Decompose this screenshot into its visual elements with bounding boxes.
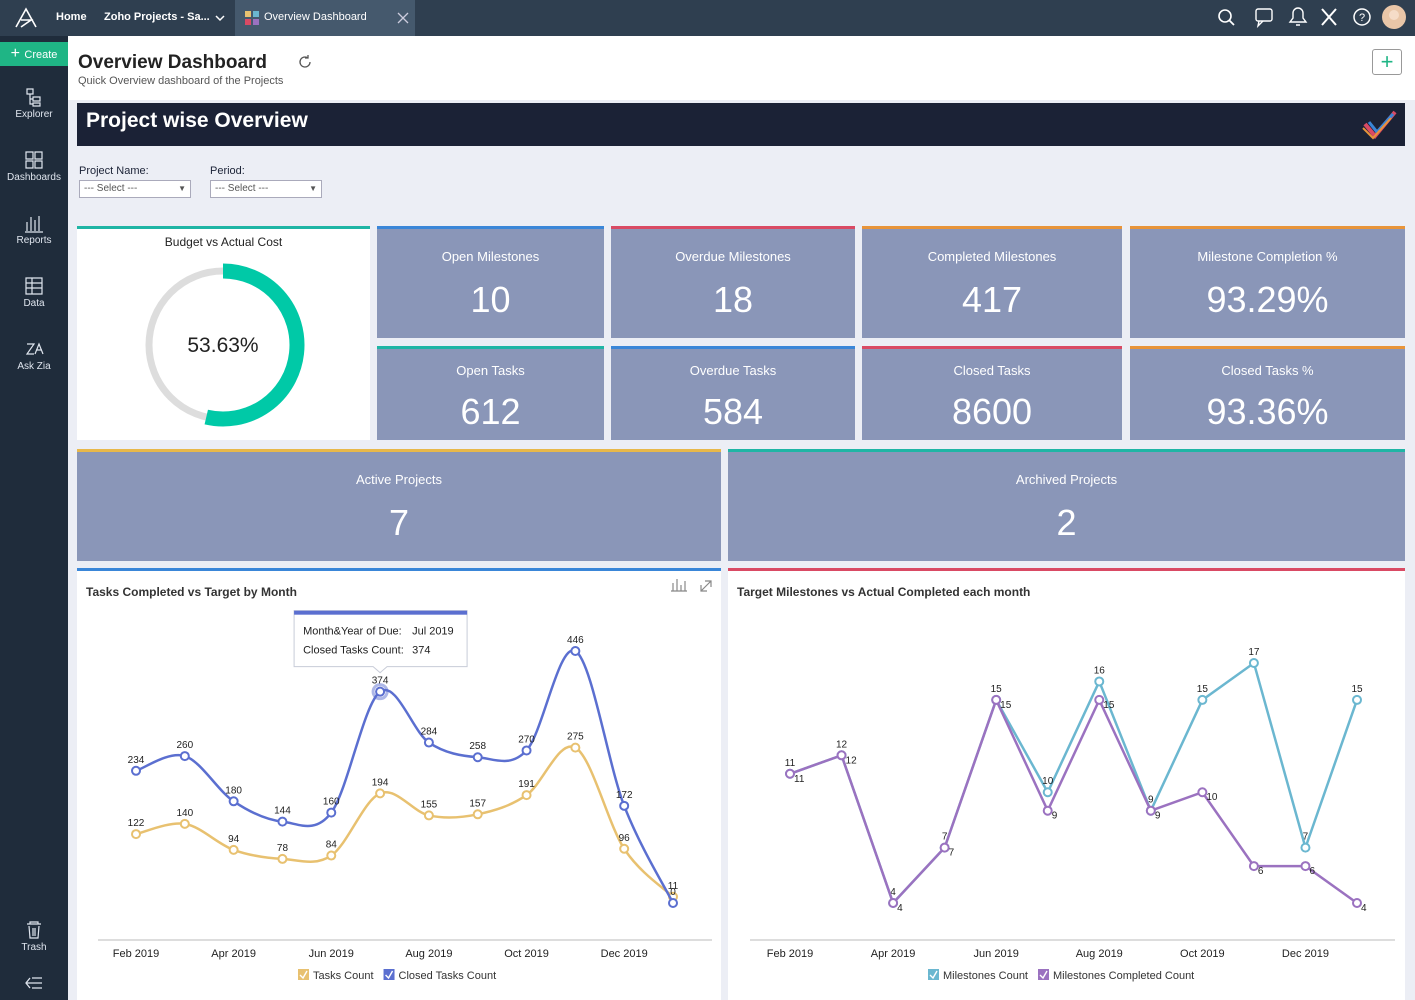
- kpi-value: 7: [388, 502, 410, 543]
- kpi-title: Closed Tasks %: [1221, 363, 1314, 378]
- nav-label[interactable]: Reports: [16, 235, 52, 246]
- kpi-value: 18: [712, 279, 754, 320]
- nav-icon[interactable]: [24, 276, 44, 296]
- kpi-title: Completed Milestones: [927, 249, 1057, 264]
- kpi-card: Active Projects 7: [77, 449, 721, 561]
- filter-arrow[interactable]: ▼: [309, 184, 317, 193]
- nav-icon[interactable]: [24, 339, 44, 359]
- kpi-value: 8600: [951, 391, 1033, 432]
- kpi-card: Open Tasks 612: [377, 346, 604, 440]
- tab-icon: [245, 11, 259, 25]
- add-button[interactable]: +: [1372, 49, 1402, 75]
- gauge-title: Budget vs Actual Cost: [164, 235, 283, 249]
- active-tab[interactable]: Overview Dashboard: [235, 0, 415, 36]
- kpi-title: Milestone Completion %: [1197, 249, 1338, 264]
- kpi-value: 93.29%: [1206, 279, 1329, 320]
- kpi-card: Closed Tasks % 93.36%: [1130, 346, 1405, 440]
- collapse-icon[interactable]: [24, 976, 44, 990]
- chevron[interactable]: [214, 12, 226, 24]
- kpi-card: Archived Projects 2: [728, 449, 1405, 561]
- tab[interactable]: Zoho Projects - Sa...: [104, 11, 210, 23]
- kpi-title: Open Tasks: [456, 363, 525, 378]
- header: Overview Dashboard Quick Overview dashbo…: [68, 36, 1415, 100]
- kpi-card: Open Milestones 10: [377, 226, 604, 338]
- refresh-icon[interactable]: [297, 54, 313, 70]
- chart-card: [77, 568, 721, 1000]
- svg-text:?: ?: [1359, 12, 1365, 24]
- nav-label[interactable]: Dashboards: [7, 172, 61, 183]
- top-bar: Home Zoho Projects - Sa... Overview Dash…: [0, 0, 1415, 36]
- filter-placeholder: --- Select ---: [215, 183, 269, 194]
- banner: Project wise Overview: [77, 103, 1405, 146]
- kpi-value: 417: [961, 279, 1023, 320]
- close-tab[interactable]: [397, 12, 409, 24]
- gauge-card: Budget vs Actual Cost: [77, 226, 370, 440]
- tab[interactable]: Home: [56, 11, 87, 23]
- kpi-title: Overdue Milestones: [675, 249, 791, 264]
- banner-title: Project wise Overview: [86, 109, 308, 132]
- filter-arrow[interactable]: ▼: [178, 184, 186, 193]
- dashboard-title: Overview Dashboard: [78, 52, 268, 73]
- nav-icon-shape: [25, 216, 43, 233]
- nav-icon[interactable]: [24, 87, 44, 107]
- nav-icon-shape: [25, 342, 44, 355]
- tab-label: Overview Dashboard: [264, 11, 367, 23]
- create-plus: +: [10, 45, 25, 62]
- filter-label: Period:: [210, 165, 245, 177]
- banner-logo: [1362, 110, 1397, 140]
- dashboard-subtitle: Quick Overview dashboard of the Projects: [78, 75, 284, 87]
- filter-select[interactable]: --- Select --- ▼: [79, 180, 191, 198]
- kpi-card: Milestone Completion % 93.29%: [1130, 226, 1405, 338]
- kpi-card: Overdue Tasks 584: [611, 346, 855, 440]
- filter-select[interactable]: --- Select --- ▼: [210, 180, 322, 198]
- kpi-title: Active Projects: [356, 472, 442, 487]
- kpi-title: Overdue Tasks: [689, 363, 777, 378]
- logo[interactable]: [14, 6, 38, 30]
- nav-icon[interactable]: [24, 150, 44, 170]
- nav-label[interactable]: Ask Zia: [17, 361, 51, 372]
- filter-label: Project Name:: [79, 165, 149, 177]
- create-button[interactable]: + Create: [0, 42, 68, 66]
- toolbar-icons[interactable]: ?: [1212, 5, 1412, 31]
- sidebar: + Create Trash Explorer Dashboards Reports…: [0, 36, 68, 1000]
- kpi-value: 93.36%: [1206, 391, 1329, 432]
- trash-label[interactable]: Trash: [21, 942, 47, 953]
- filter-placeholder: --- Select ---: [84, 183, 138, 194]
- kpi-value: 2: [1056, 502, 1077, 543]
- trash-icon[interactable]: [24, 920, 44, 940]
- nav-icon[interactable]: [24, 213, 44, 233]
- kpi-title: Open Milestones: [441, 249, 540, 264]
- create-label: Create: [24, 49, 58, 61]
- kpi-value: 612: [460, 391, 521, 432]
- nav-icon-shape: [25, 277, 43, 295]
- kpi-value: 10: [470, 279, 511, 320]
- kpi-title: Closed Tasks: [953, 363, 1031, 378]
- kpi-card: Overdue Milestones 18: [611, 226, 855, 338]
- kpi-title: Archived Projects: [1015, 472, 1118, 487]
- nav-label[interactable]: Data: [23, 298, 45, 309]
- chart-actions[interactable]: [671, 577, 715, 593]
- kpi-card: Closed Tasks 8600: [862, 346, 1122, 440]
- nav-icon-shape: [26, 88, 41, 107]
- nav-label[interactable]: Explorer: [15, 109, 53, 120]
- kpi-value: 584: [702, 391, 764, 432]
- chart-card: [728, 568, 1405, 1000]
- kpi-card: Completed Milestones 417: [862, 226, 1122, 338]
- nav-icon-shape: [25, 151, 43, 169]
